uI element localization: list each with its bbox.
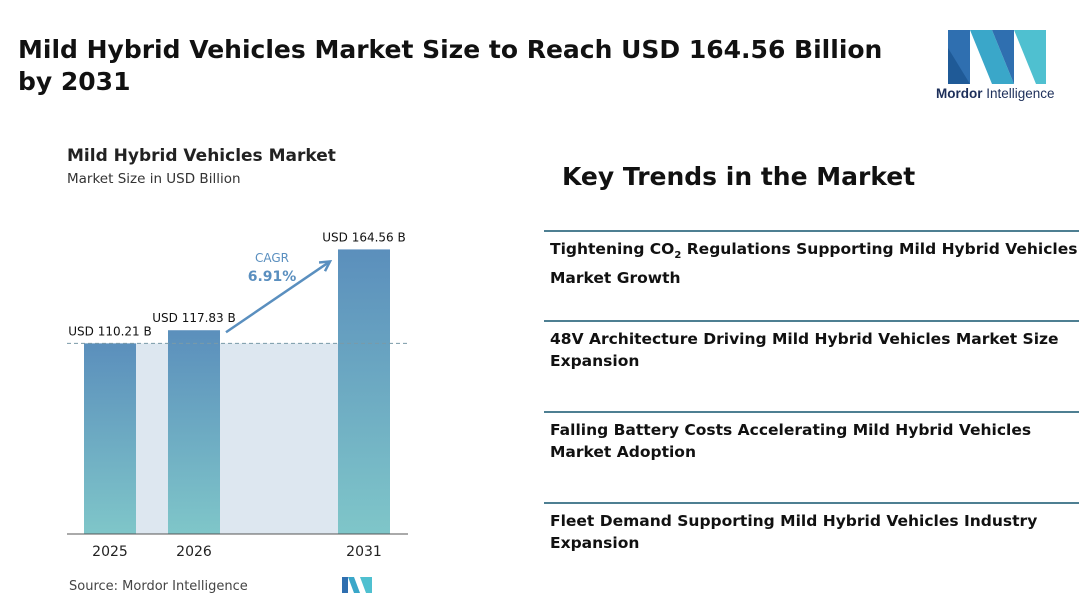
cagr-arrow-head: [318, 259, 333, 272]
chart-subtitle: Market Size in USD Billion: [67, 171, 241, 187]
bar-2025: [84, 343, 136, 534]
bar-2031: [338, 249, 390, 534]
trend-item-text: 48V Architecture Driving Mild Hybrid Veh…: [550, 330, 1059, 370]
trend-item-text: Falling Battery Costs Accelerating Mild …: [550, 421, 1032, 461]
trend-item: 48V Architecture Driving Mild Hybrid Veh…: [544, 320, 1079, 372]
mordor-intelligence-logo: [948, 30, 1046, 84]
trend-item: Tightening CO2 Regulations Supporting Mi…: [544, 230, 1079, 289]
x-tick-2031: 2031: [346, 544, 382, 560]
trend-item-text: Fleet Demand Supporting Mild Hybrid Vehi…: [550, 512, 1038, 552]
data-label-2031: USD 164.56 B: [322, 230, 406, 244]
trends-title: Key Trends in the Market: [562, 162, 916, 191]
x-tick-2026: 2026: [176, 544, 212, 560]
bar-2026: [168, 330, 220, 534]
trend-item: Fleet Demand Supporting Mild Hybrid Vehi…: [544, 502, 1079, 554]
x-tick-2025: 2025: [92, 544, 128, 560]
page-title: Mild Hybrid Vehicles Market Size to Reac…: [18, 35, 883, 96]
data-label-2025: USD 110.21 B: [68, 324, 152, 338]
cagr-arrow: [225, 260, 331, 334]
cagr-label: CAGR: [255, 251, 289, 265]
cagr-value: 6.91%: [248, 269, 297, 285]
mordor-small-logo: [342, 577, 372, 593]
chart-title: Mild Hybrid Vehicles Market: [67, 146, 336, 166]
data-label-2026: USD 117.83 B: [152, 311, 236, 325]
chart-source: Source: Mordor Intelligence: [69, 579, 248, 594]
logo-wordmark: Mordor Intelligence: [936, 86, 1055, 101]
bar-chart: USD 110.21 B 2025 USD 117.83 B 2026 USD 164.…: [67, 230, 408, 560]
trend-item-text: Tightening CO2 Regulations Supporting Mi…: [550, 240, 1078, 288]
trend-item: Falling Battery Costs Accelerating Mild …: [544, 411, 1079, 463]
